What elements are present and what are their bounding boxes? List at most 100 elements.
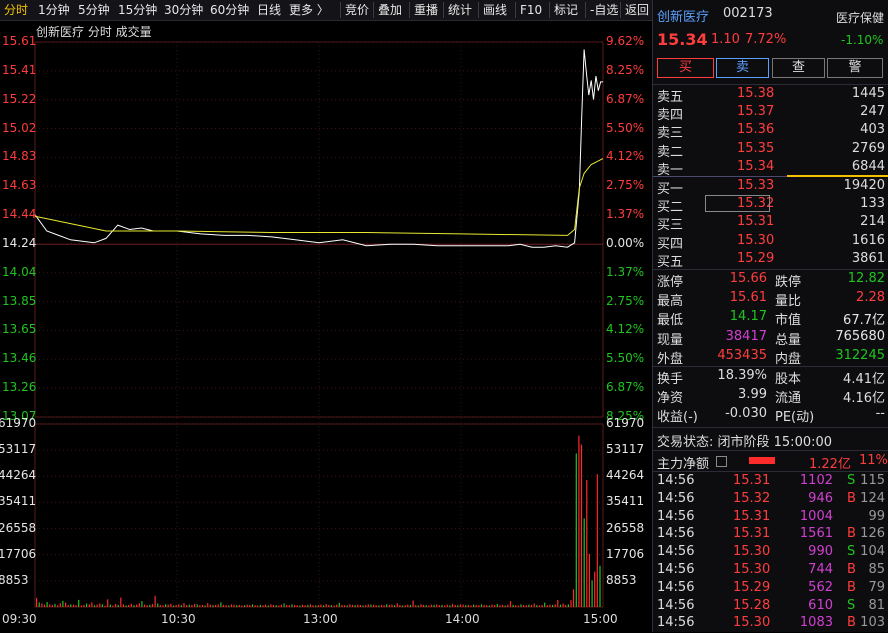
toolbar-tool-4[interactable]: 画线 [483, 3, 508, 17]
volume-bar [578, 435, 580, 607]
toolbar-tool-5[interactable]: F10 [520, 3, 543, 17]
volume-bar [138, 603, 140, 607]
volume-bar [117, 604, 119, 607]
toolbar-tool-6[interactable]: 标记 [554, 3, 579, 17]
stat-value: 67.7亿 [843, 313, 885, 329]
toolbar-divider [585, 2, 586, 18]
volume-bar [428, 605, 430, 607]
pct-axis-label: 1.37% [606, 264, 645, 279]
price-line [34, 49, 603, 248]
list-icon[interactable] [716, 456, 727, 467]
toolbar-tool-0[interactable]: 竞价 [345, 3, 370, 17]
volume-bar [162, 605, 164, 607]
period-tab-2[interactable]: 5分钟 [78, 3, 110, 17]
volume-bar [338, 602, 340, 607]
period-tab-7[interactable]: 更多 〉 [289, 3, 329, 17]
volume-bar [151, 604, 153, 607]
price-axis-label: 14.63 [2, 178, 37, 193]
volume-axis-label-right: 35411 [606, 494, 645, 509]
stats-row: 最低 14.17 市值 67.7亿 [657, 309, 885, 329]
tick-side: S [847, 473, 856, 488]
stock-name[interactable]: 创新医疗 [657, 10, 710, 25]
volume-bar [283, 603, 285, 607]
tick-price: 15.30 [733, 562, 771, 577]
sell-button[interactable]: 卖 [716, 58, 769, 78]
tick-price: 15.28 [733, 597, 771, 613]
volume-bar [43, 604, 46, 607]
volume-bar [254, 605, 256, 607]
volume-bar [241, 605, 243, 607]
volume-bar [238, 604, 240, 607]
pct-axis-label: 8.25% [606, 409, 645, 423]
toolbar-tool-7[interactable]: -自选 [590, 3, 619, 17]
fund-key: 股本 [775, 372, 802, 387]
volume-axis-label-left: 61970 [0, 416, 37, 430]
price-axis-label: 13.07 [2, 409, 37, 423]
ask-row: 卖一 15.34 6844 [657, 159, 885, 178]
ask-label: 卖三 [657, 126, 684, 142]
ask-price: 15.37 [737, 104, 775, 120]
buy-button[interactable]: 买 [657, 58, 714, 78]
volume-bar [244, 605, 246, 607]
sector-name[interactable]: 医疗保健 [836, 11, 885, 25]
volume-bar [412, 600, 414, 607]
volume-bar [286, 604, 288, 607]
toolbar-tool-1[interactable]: 叠加 [378, 3, 403, 17]
price-axis-label: 14.04 [2, 264, 37, 279]
volume-bar [465, 605, 467, 607]
volume-bar [591, 580, 593, 607]
tick-side: B [847, 526, 856, 542]
volume-bar [473, 604, 475, 607]
volume-bar [488, 605, 490, 607]
stat-key: 涨停 [657, 275, 684, 290]
volume-bar [491, 604, 493, 607]
volume-bar [41, 603, 43, 607]
bid-volume: 133 [860, 196, 885, 212]
volume-bar [180, 605, 182, 607]
toolbar-tool-8[interactable]: 返回 [625, 3, 650, 17]
stat-value: 12.82 [847, 271, 885, 286]
period-tab-4[interactable]: 30分钟 [164, 3, 204, 17]
volume-bar [404, 605, 406, 607]
tick-row: 14:56 15.29 562 B 79 [657, 580, 885, 598]
period-tab-6[interactable]: 日线 [257, 3, 282, 17]
tick-price: 15.31 [733, 473, 771, 488]
fund-key: 换手 [657, 372, 684, 387]
volume-bar [96, 604, 98, 607]
alert-button[interactable]: 警 [827, 58, 883, 78]
fund-key: PE(动) [775, 410, 815, 425]
intraday-chart[interactable]: 创新医疗 分时 成交量 15.61 15.41 15.22 15.02 14.83 14.… [0, 21, 652, 632]
volume-bar [580, 444, 583, 607]
period-tab-1[interactable]: 1分钟 [38, 3, 70, 17]
volume-bar [417, 605, 419, 607]
period-tab-3[interactable]: 15分钟 [118, 3, 158, 17]
volume-bar [425, 605, 427, 607]
toolbar-tool-3[interactable]: 统计 [448, 3, 473, 17]
tick-price: 15.30 [733, 544, 771, 560]
volume-bar [496, 604, 498, 607]
volume-bar [559, 604, 562, 607]
ask-volume: 403 [860, 122, 885, 138]
volume-bar [573, 589, 575, 607]
period-tab-5[interactable]: 60分钟 [210, 3, 250, 17]
bid-price: 15.31 [737, 214, 775, 230]
pct-axis-label: 5.50% [606, 351, 645, 366]
bid-row: 买一 15.33 19420 [657, 178, 885, 197]
query-button[interactable]: 查 [772, 58, 825, 78]
pct-axis-label: 8.25% [606, 62, 645, 77]
period-toolbar: 分时 1分钟 5分钟 15分钟 30分钟 60分钟 日线 更多 〉 竞价 叠加 重播 统计 画线 F10 标… [0, 0, 652, 21]
chart-canvas [34, 41, 604, 608]
volume-bar [586, 480, 588, 607]
tick-volume: 562 [808, 579, 833, 595]
toolbar-divider [443, 2, 444, 18]
volume-bar [433, 604, 435, 607]
volume-bar [594, 571, 596, 607]
toolbar-tool-2[interactable]: 重播 [414, 3, 439, 17]
bid-label: 买一 [657, 182, 684, 197]
tick-time: 14:56 [657, 597, 695, 613]
volume-bar [451, 603, 454, 607]
selected-bid-cell[interactable] [705, 195, 770, 212]
period-tab-0[interactable]: 分时 [4, 3, 29, 17]
volume-bar [420, 604, 422, 607]
volume-bar [183, 602, 185, 607]
